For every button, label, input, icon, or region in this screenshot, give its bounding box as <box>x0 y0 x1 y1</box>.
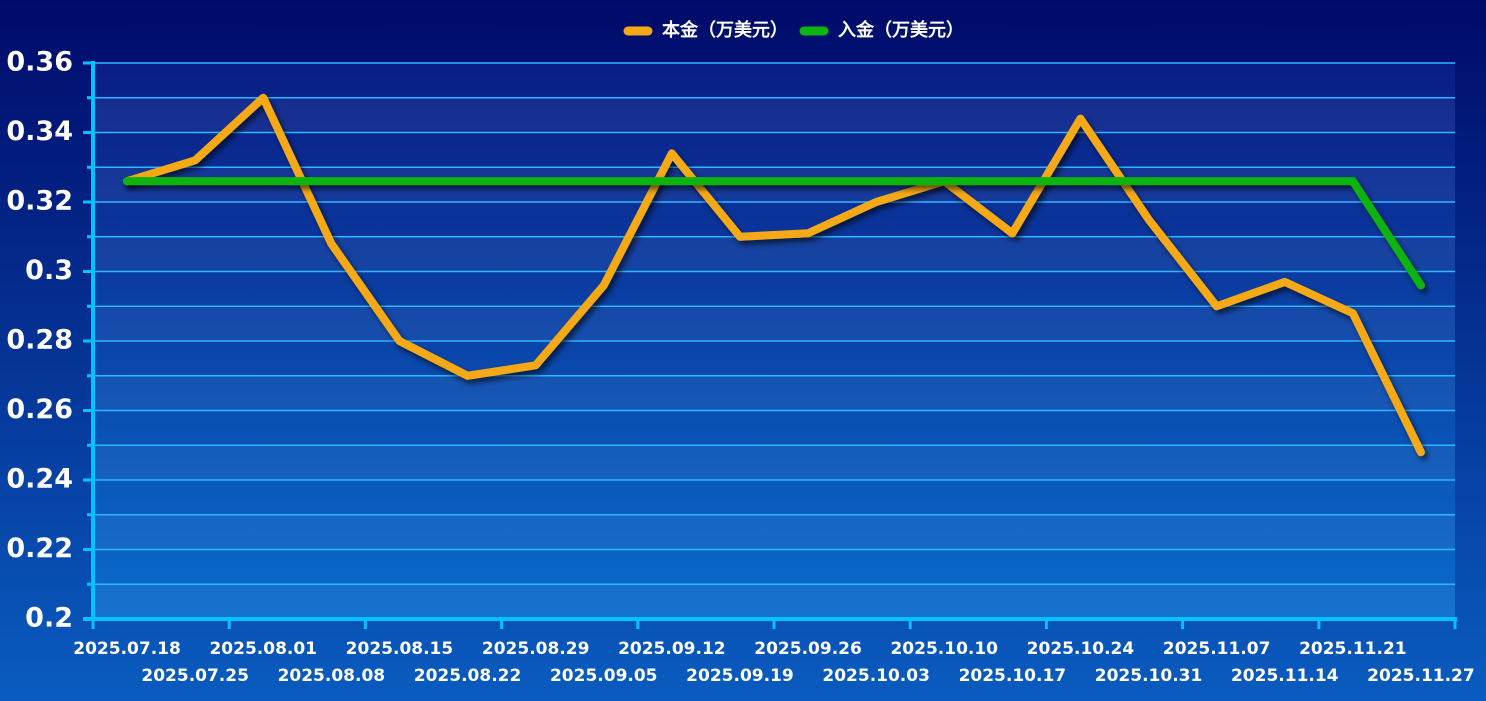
x-tick-label: 2025.07.18 <box>73 639 181 659</box>
x-tick-label: 2025.10.31 <box>1095 666 1203 686</box>
y-tick-label: 0.26 <box>6 394 73 425</box>
x-tick-label: 2025.10.17 <box>959 666 1067 686</box>
x-tick-label: 2025.07.25 <box>141 666 249 686</box>
x-tick-label: 2025.08.22 <box>414 666 522 686</box>
grid-band <box>93 445 1455 480</box>
x-tick-label: 2025.11.14 <box>1231 666 1339 686</box>
grid-band <box>93 97 1455 133</box>
x-tick-label: 2025.08.08 <box>278 666 386 686</box>
y-tick-label: 0.34 <box>6 116 73 147</box>
series-line <box>123 177 1425 290</box>
x-tick-label: 2025.11.07 <box>1163 639 1271 659</box>
legend-label: 本金（万美元） <box>662 19 788 41</box>
y-tick-label: 0.22 <box>6 533 73 564</box>
x-tick-label: 2025.11.27 <box>1367 666 1475 686</box>
y-tick-label: 0.3 <box>25 255 73 286</box>
grid-band <box>93 375 1455 411</box>
x-tick-label: 2025.08.15 <box>346 639 454 659</box>
y-tick-label: 0.24 <box>6 464 73 495</box>
grid-band <box>93 514 1455 550</box>
y-tick-label: 0.28 <box>6 325 73 356</box>
x-tick-label: 2025.11.21 <box>1299 639 1407 659</box>
series-line <box>123 93 1425 457</box>
x-tick-label: 2025.09.19 <box>686 666 794 686</box>
x-tick-label: 2025.08.01 <box>209 639 317 659</box>
legend-label: 入金（万美元） <box>838 19 964 41</box>
x-tick-label: 2025.09.05 <box>550 666 658 686</box>
x-tick-label: 2025.08.29 <box>482 639 590 659</box>
x-tick-label: 2025.10.24 <box>1027 639 1135 659</box>
y-tick-label: 0.32 <box>6 186 73 217</box>
x-tick-label: 2025.09.26 <box>754 639 862 659</box>
x-tick-label: 2025.10.03 <box>822 666 930 686</box>
grid-band <box>93 236 1455 272</box>
x-tick-label: 2025.09.12 <box>618 639 726 659</box>
grid-band <box>93 584 1455 619</box>
y-tick-label: 0.2 <box>25 603 73 634</box>
x-tick-label: 2025.10.10 <box>890 639 998 659</box>
legend: 本金（万美元） 入金（万美元） <box>623 19 964 41</box>
y-tick-label: 0.36 <box>6 47 73 78</box>
grid-band <box>93 306 1455 341</box>
